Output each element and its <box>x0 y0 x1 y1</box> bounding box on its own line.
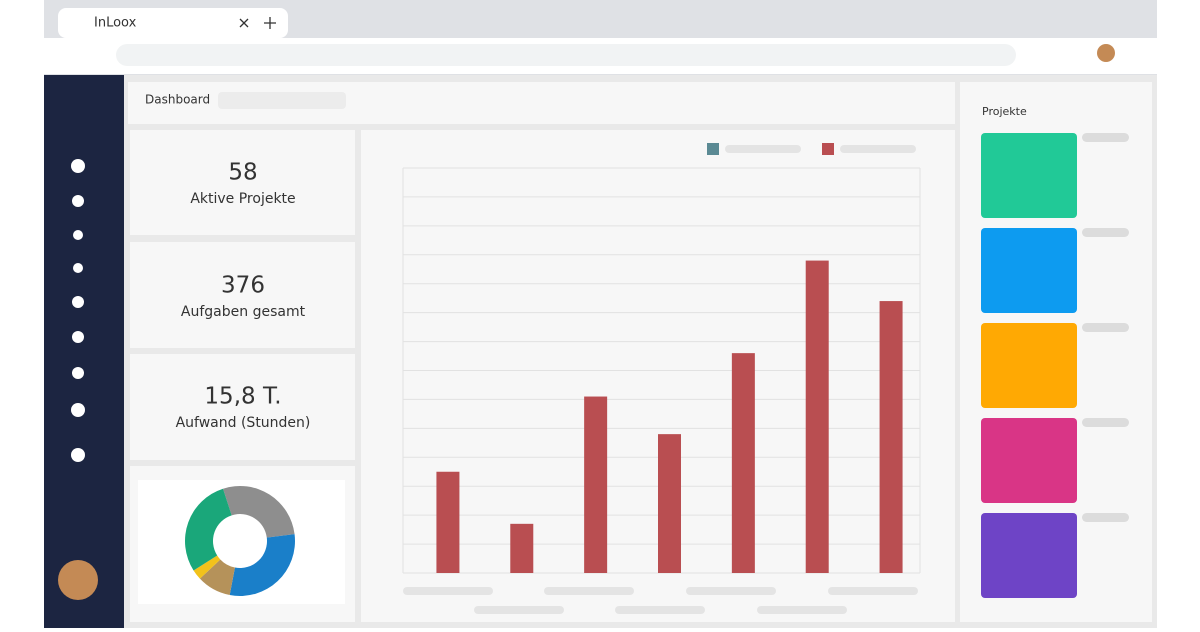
kpi-value: 376 <box>221 273 265 299</box>
donut-segment <box>185 488 232 571</box>
project-placeholder <box>1082 133 1129 142</box>
header-title: Dashboard <box>145 93 210 107</box>
donut-segment <box>193 555 221 579</box>
kpi-card <box>130 130 355 235</box>
project-tile[interactable] <box>981 513 1077 598</box>
label-placeholder <box>686 587 776 595</box>
tab[interactable] <box>58 8 288 38</box>
bar <box>584 396 608 573</box>
project-tile[interactable] <box>981 228 1077 313</box>
dropdown[interactable] <box>218 92 346 109</box>
legend-placeholder <box>840 145 916 153</box>
project-tile[interactable] <box>981 323 1077 408</box>
kpi-card <box>130 354 355 460</box>
tab-controls[interactable] <box>239 17 276 29</box>
donut-segment <box>223 486 295 538</box>
legend-swatch <box>707 143 719 155</box>
sidebar-icons[interactable] <box>58 159 98 600</box>
bar <box>436 471 460 573</box>
bar <box>805 260 829 573</box>
label-placeholder <box>757 606 847 614</box>
project-tile[interactable] <box>981 418 1077 503</box>
project-tile[interactable] <box>981 133 1077 218</box>
kpi-value: 15,8 T. <box>204 384 281 410</box>
label-placeholder <box>474 606 564 614</box>
kpi-card <box>130 242 355 348</box>
label-placeholder <box>828 587 918 595</box>
bar <box>658 434 681 573</box>
sidebar <box>44 75 124 628</box>
project-placeholder <box>1082 513 1129 522</box>
bar <box>879 301 903 573</box>
label-placeholder <box>615 606 705 614</box>
kpi-value: 58 <box>228 160 257 186</box>
project-placeholder <box>1082 418 1129 427</box>
kpi-label: Aufwand (Stunden) <box>176 415 311 431</box>
kpi-label: Aktive Projekte <box>190 191 295 207</box>
projects-title: Projekte <box>982 105 1027 118</box>
profile-icon[interactable] <box>1097 44 1115 62</box>
donut-segment <box>229 534 295 597</box>
kpi-label: Aufgaben gesamt <box>181 304 306 320</box>
label-placeholder <box>544 587 634 595</box>
address-bar[interactable] <box>116 44 1016 66</box>
legend-swatch <box>822 143 834 155</box>
bar <box>510 523 534 573</box>
donut-segment <box>199 559 235 596</box>
legend-placeholder <box>725 145 801 153</box>
tab-title: InLoox <box>94 16 137 31</box>
project-placeholder <box>1082 228 1129 237</box>
label-placeholder <box>403 587 493 595</box>
bar <box>731 353 755 573</box>
project-placeholder <box>1082 323 1129 332</box>
